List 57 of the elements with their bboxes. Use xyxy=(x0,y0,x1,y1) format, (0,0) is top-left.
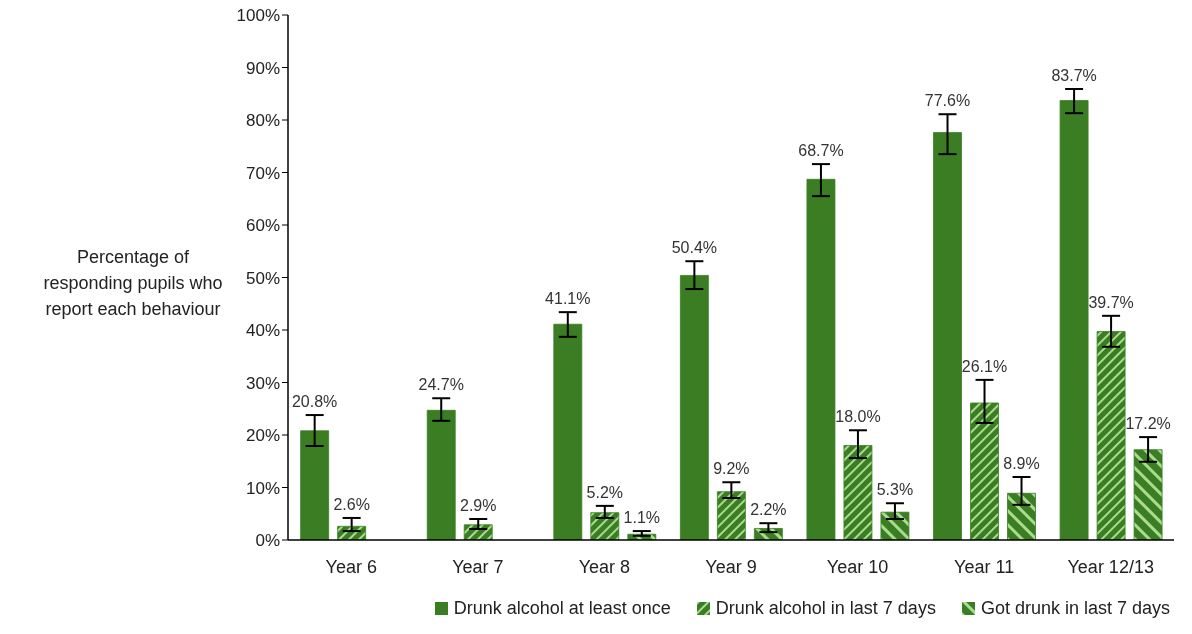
bar xyxy=(880,511,910,540)
bar xyxy=(1059,100,1089,540)
bar xyxy=(679,275,709,540)
bar xyxy=(933,132,962,540)
x-tick-label: Year 10 xyxy=(826,556,889,577)
x-tick-label: Year 11 xyxy=(954,556,1015,577)
data-label: 41.1% xyxy=(545,290,591,308)
y-tick-label: 40% xyxy=(245,321,280,341)
y-tick-label: 10% xyxy=(245,478,280,498)
y-tick-label: 90% xyxy=(245,58,280,78)
bar xyxy=(300,430,330,540)
bar xyxy=(1133,449,1163,540)
bar xyxy=(463,524,493,540)
data-label: 83.7% xyxy=(1051,67,1097,85)
y-tick-label: 70% xyxy=(245,163,280,183)
y-tick-label: 60% xyxy=(245,216,280,236)
data-label: 26.1% xyxy=(961,357,1008,375)
bar xyxy=(806,178,836,540)
legend-label: Got drunk in last 7 days xyxy=(980,597,1170,619)
x-tick-label: Year 9 xyxy=(705,556,757,577)
bar xyxy=(590,512,620,540)
x-tick-label: Year 8 xyxy=(578,556,631,577)
data-label: 5.3% xyxy=(876,481,914,499)
data-label: 5.2% xyxy=(586,483,624,501)
legend-label: Drunk alcohol in last 7 days xyxy=(715,597,936,619)
data-label: 17.2% xyxy=(1125,415,1171,433)
bar xyxy=(970,402,999,540)
bar xyxy=(1007,492,1036,540)
data-label: 18.0% xyxy=(835,408,881,426)
bar xyxy=(553,323,583,540)
y-tick-label: 0% xyxy=(255,531,280,551)
data-label: 2.2% xyxy=(750,501,787,519)
bar xyxy=(843,445,873,540)
y-tick-label: 30% xyxy=(245,373,280,393)
data-label: 68.7% xyxy=(798,142,844,160)
x-tick-label: Year 6 xyxy=(325,556,377,577)
data-label: 8.9% xyxy=(1003,455,1040,472)
data-label: 39.7% xyxy=(1088,293,1134,311)
y-tick-label: 100% xyxy=(236,6,280,26)
data-label: 50.4% xyxy=(671,239,718,257)
x-tick-label: Year 7 xyxy=(452,556,504,577)
y-tick-label: 50% xyxy=(245,268,280,288)
y-tick-label: 20% xyxy=(245,426,280,446)
data-label: 20.8% xyxy=(291,393,338,411)
bar xyxy=(716,491,746,540)
data-label: 9.2% xyxy=(713,460,750,478)
legend-label: Drunk alcohol at least once xyxy=(453,597,671,619)
x-tick-label: Year 12/13 xyxy=(1067,556,1154,577)
y-axis-title: Percentage of responding pupils who report each behaviour xyxy=(42,246,224,321)
data-label: 2.6% xyxy=(333,495,370,513)
data-label: 77.6% xyxy=(924,92,971,110)
bar xyxy=(1096,331,1126,540)
data-label: 2.9% xyxy=(459,497,497,514)
y-tick-label: 80% xyxy=(245,111,280,131)
bar xyxy=(426,409,456,540)
data-label: 24.7% xyxy=(418,376,464,394)
data-label: 1.1% xyxy=(623,509,661,527)
